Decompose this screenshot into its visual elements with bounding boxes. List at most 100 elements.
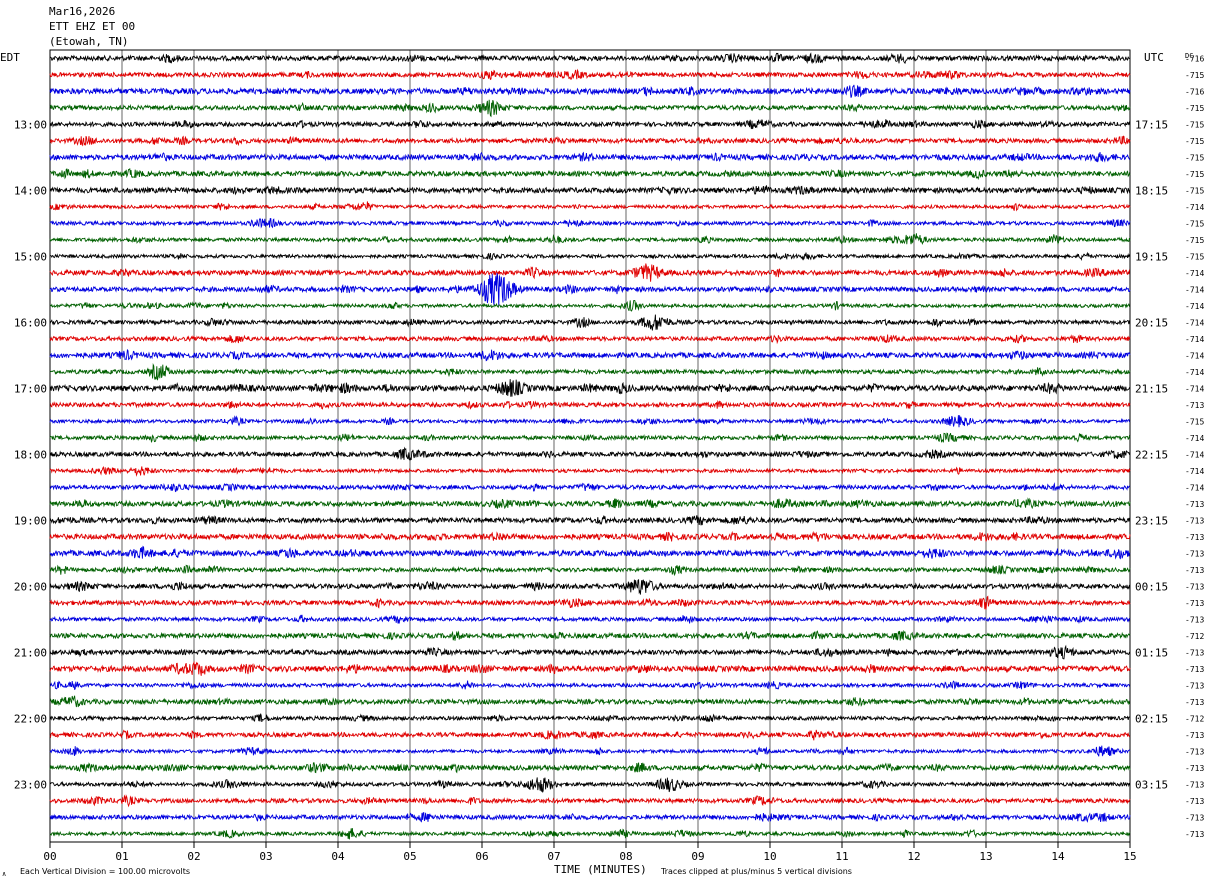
trace-line xyxy=(49,828,1131,840)
minute-gridlines xyxy=(121,50,1059,842)
utc-hour-label: 00:15 xyxy=(1135,580,1168,593)
x-tick-label: 06 xyxy=(475,850,488,863)
x-tick-label: 05 xyxy=(403,850,416,863)
trace-line xyxy=(49,644,1131,660)
trace-line xyxy=(49,52,1131,65)
trace-line xyxy=(49,272,1131,307)
trace-line xyxy=(49,515,1131,526)
dc-offset-label: -715 xyxy=(1185,186,1204,195)
trace-line xyxy=(49,530,1131,542)
dc-offset-label: -713 xyxy=(1185,681,1204,690)
dc-offset-label: -714 xyxy=(1185,450,1204,459)
edt-hour-label: 19:00 xyxy=(14,514,47,527)
clip-note: Traces clipped at plus/minus 5 vertical … xyxy=(660,867,852,876)
dc-offset-label: -714 xyxy=(1185,467,1204,476)
dc-offset-label: -713 xyxy=(1185,599,1204,608)
edt-hour-label: 22:00 xyxy=(14,712,47,725)
dc-offset-label: -714 xyxy=(1185,368,1204,377)
x-tick-label: 00 xyxy=(43,850,56,863)
header-date: Mar16,2026 xyxy=(49,5,115,18)
dc-offset-label: -713 xyxy=(1185,665,1204,674)
x-axis-label: TIME (MINUTES) xyxy=(554,863,647,876)
utc-hour-label: 22:15 xyxy=(1135,448,1168,461)
dc-offset-label: -712 xyxy=(1185,714,1204,723)
trace-line xyxy=(49,415,1131,428)
x-tick-label: 03 xyxy=(259,850,272,863)
trace-line xyxy=(50,118,1131,130)
utc-hour-label: 18:15 xyxy=(1135,184,1168,197)
dc-offset-label: -713 xyxy=(1185,830,1204,839)
plot-frame xyxy=(49,49,1131,843)
trace-line xyxy=(49,251,1131,262)
dc-offset-label: -713 xyxy=(1185,533,1204,542)
trace-line xyxy=(49,446,1131,462)
dc-offset-label: -714 xyxy=(1185,203,1204,212)
trace-line xyxy=(49,595,1131,610)
dc-offset-label: -715 xyxy=(1185,417,1204,426)
trace-line xyxy=(49,135,1131,147)
trace-line xyxy=(49,794,1131,808)
trace-line xyxy=(49,812,1131,823)
dc-offset-label: -713 xyxy=(1185,516,1204,525)
dc-offset-label: -715 xyxy=(1185,120,1204,129)
dc-offset-label: -714 xyxy=(1185,269,1204,278)
edt-hour-label: 13:00 xyxy=(14,118,47,131)
utc-hour-label: 21:15 xyxy=(1135,382,1168,395)
x-tick-labels: 00 01 02 03 04 05 06 07 08 09 10 11 12 13 14 15 xyxy=(43,842,1137,863)
edt-hour-label: 17:00 xyxy=(14,382,47,395)
trace-line xyxy=(49,263,1131,282)
dc-offset-label: -714 xyxy=(1185,351,1204,360)
dc-offset-label: -713 xyxy=(1185,566,1204,575)
dc-label: DC xyxy=(1185,52,1193,60)
trace-line xyxy=(49,777,1131,793)
edt-hour-label: 14:00 xyxy=(14,184,47,197)
dc-offset-label: -713 xyxy=(1185,731,1204,740)
trace-line xyxy=(49,466,1131,477)
dc-offset-label: -713 xyxy=(1185,648,1204,657)
header-station: ETT EHZ ET 00 xyxy=(49,20,135,33)
x-tick-label: 11 xyxy=(835,850,848,863)
edt-hour-label: 18:00 xyxy=(14,448,47,461)
utc-hour-label: 03:15 xyxy=(1135,778,1168,791)
dc-offset-label: -713 xyxy=(1185,549,1204,558)
trace-line xyxy=(49,379,1131,397)
dc-offset-label: -714 xyxy=(1185,335,1204,344)
trace-line xyxy=(49,432,1131,443)
trace-line xyxy=(49,695,1131,708)
dc-offset-label: -713 xyxy=(1185,500,1204,509)
x-tick-label: 15 xyxy=(1123,850,1136,863)
trace-line xyxy=(49,713,1131,723)
edt-hour-label: 21:00 xyxy=(14,646,47,659)
edt-hour-labels: 13:00 14:00 15:00 16:00 17:00 18:00 19:00 20:00… xyxy=(14,118,47,791)
trace-line xyxy=(49,399,1131,411)
trace-line xyxy=(49,84,1131,98)
trace-line xyxy=(49,168,1131,181)
dc-offset-label: -715 xyxy=(1185,153,1204,162)
trace-line xyxy=(49,363,1131,381)
trace-line xyxy=(49,680,1131,691)
trace-line xyxy=(49,729,1131,741)
trace-line xyxy=(49,745,1131,757)
edt-hour-label: 23:00 xyxy=(14,778,47,791)
trace-line xyxy=(49,185,1131,196)
trace-line xyxy=(49,762,1131,774)
trace-line xyxy=(49,314,1131,331)
trace-line xyxy=(49,629,1131,641)
dc-offset-label: -714 xyxy=(1185,285,1204,294)
dc-offset-label: -715 xyxy=(1185,104,1204,113)
trace-line xyxy=(49,348,1131,362)
utc-hour-labels: 17:15 18:15 19:15 20:15 21:15 22:15 23:15 00:15… xyxy=(1135,118,1168,791)
utc-hour-label: 02:15 xyxy=(1135,712,1168,725)
edt-hour-label: 20:00 xyxy=(14,580,47,593)
trace-line xyxy=(49,497,1131,510)
dc-offset-label: -715 xyxy=(1185,71,1204,80)
dc-offset-label: -714 xyxy=(1185,318,1204,327)
trace-line xyxy=(49,614,1131,624)
dc-offset-label: -715 xyxy=(1185,137,1204,146)
dc-offset-label: -716 xyxy=(1185,87,1204,96)
dc-offset-label: -716 xyxy=(1185,54,1204,63)
trace-line xyxy=(49,201,1131,212)
dc-offset-label: -715 xyxy=(1185,219,1204,228)
x-tick-label: 10 xyxy=(763,850,776,863)
dc-offset-label: -712 xyxy=(1185,632,1204,641)
